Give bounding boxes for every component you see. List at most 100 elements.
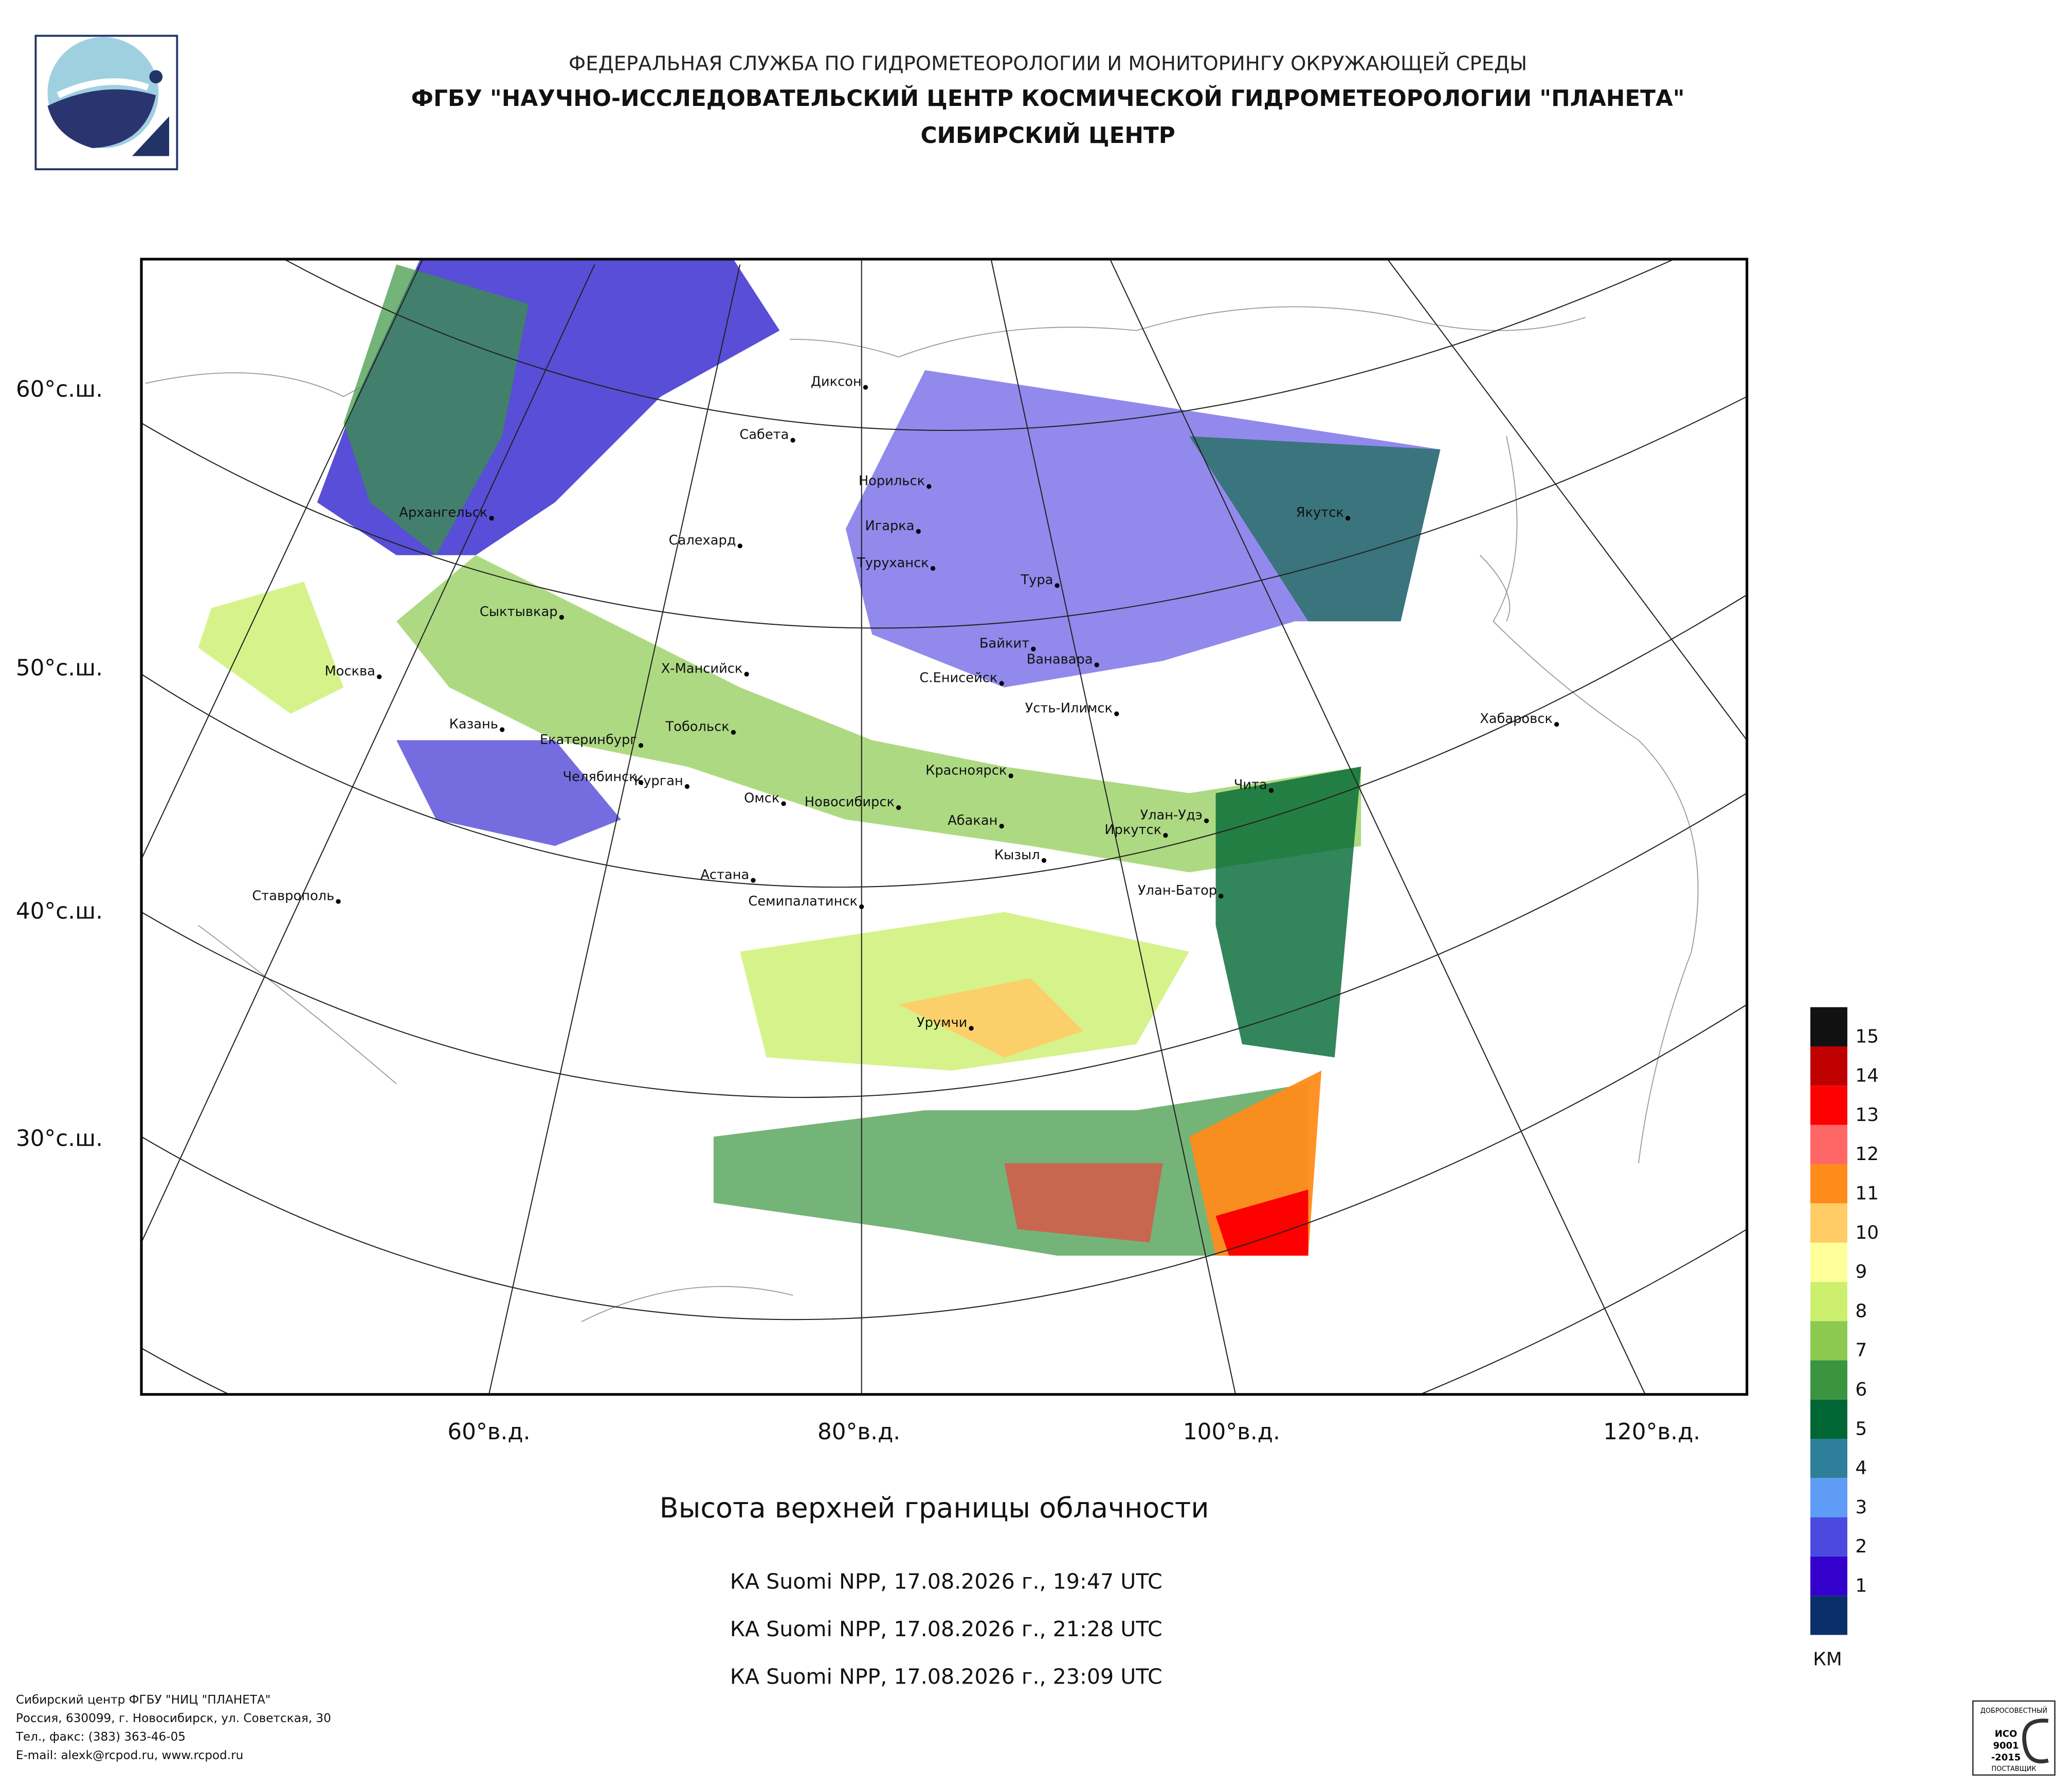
city-dot	[751, 878, 756, 883]
city-label: Красноярск	[925, 763, 1007, 778]
cert-text: ИСО	[1995, 1728, 2018, 1739]
map-frame	[140, 258, 1749, 1396]
lat-label: 60°с.ш.	[16, 376, 103, 402]
title: Высота верхней границы облачности	[660, 1492, 1209, 1524]
city-label: Иркутск	[1104, 822, 1161, 838]
city-dot	[1268, 788, 1274, 793]
legend-label: 12	[1855, 1144, 1879, 1165]
city-label: Сабета	[739, 427, 789, 443]
city-dot	[1041, 858, 1047, 863]
city-label: Улан-Батор	[1138, 883, 1217, 898]
legend-label: 7	[1855, 1340, 1867, 1361]
legend-label: 3	[1855, 1497, 1867, 1518]
legend-swatch	[1810, 1321, 1848, 1361]
lat-label: 50°с.ш.	[16, 655, 103, 681]
cert-text: ДОБРОСОВЕСТНЫЙ	[1980, 1707, 2047, 1715]
coastline	[145, 306, 1699, 1323]
city-dot	[781, 801, 786, 806]
cloud	[343, 264, 529, 555]
city-label: Якутск	[1296, 505, 1344, 520]
cloud	[1189, 436, 1441, 622]
city-dot	[1114, 711, 1119, 716]
legend-swatch	[1810, 1517, 1848, 1557]
legend-swatch	[1810, 1086, 1848, 1125]
city-label: Абакан	[948, 813, 997, 828]
legend-label: 1	[1855, 1575, 1867, 1596]
lon-label: 100°в.д.	[1183, 1419, 1280, 1445]
legend-label: 10	[1855, 1222, 1879, 1243]
lon-label: 120°в.д.	[1603, 1419, 1700, 1445]
cloud	[198, 582, 344, 714]
city-label: Усть-Илимск	[1025, 701, 1113, 716]
city-dot	[926, 484, 932, 489]
legend-unit: КМ	[1813, 1649, 1842, 1670]
city-dot	[744, 672, 749, 677]
city-label: Байкит	[979, 636, 1029, 652]
city-dot	[638, 743, 644, 748]
legend-label: 14	[1855, 1065, 1879, 1087]
city-label: Курган	[634, 773, 683, 789]
city-dot	[737, 544, 742, 549]
legend-label: 15	[1855, 1026, 1879, 1047]
city-label: С.Енисейск	[919, 670, 997, 685]
city-label: Чита	[1234, 777, 1267, 793]
footer-line: E-mail: alexk@rcpod.ru, www.rcpod.ru	[16, 1749, 243, 1762]
city-label: Астана	[700, 867, 749, 882]
legend-swatch	[1810, 1007, 1848, 1046]
legend-label: 6	[1855, 1379, 1867, 1400]
city-dot	[1219, 894, 1224, 899]
city-dot	[999, 823, 1004, 829]
cloud	[1004, 1163, 1163, 1243]
city-dot	[969, 1026, 974, 1031]
city-dot	[1554, 722, 1559, 727]
city-label: Диксон	[811, 374, 862, 390]
legend-swatch	[1810, 1242, 1848, 1282]
city-dot	[1163, 833, 1168, 838]
cloud	[1215, 766, 1361, 1058]
city-dot	[930, 566, 936, 571]
legend-label: 9	[1855, 1261, 1867, 1282]
cert-badge: ДОБРОСОВЕСТНЫЙ ИСО 9001 -2015 ПОСТАВЩИК	[1972, 1700, 2056, 1776]
city-label: Ставрополь	[252, 888, 334, 903]
map: Диксон Сабета Норильск Игарка Архангельск Сал…	[140, 258, 1749, 1396]
lon-label: 80°в.д.	[817, 1419, 900, 1445]
city-dot	[1008, 773, 1013, 779]
city-label: Тобольск	[665, 719, 730, 735]
city-label: Кызыл	[994, 847, 1040, 863]
city-label: Улан-Удэ	[1140, 808, 1202, 823]
city-dot	[638, 780, 644, 785]
lon-label: 60°в.д.	[447, 1419, 530, 1445]
header-line: СИБИРСКИЙ ЦЕНТР	[920, 121, 1175, 149]
cloud	[396, 740, 621, 846]
legend-swatch	[1810, 1596, 1848, 1635]
city-dot	[500, 727, 505, 732]
cloud	[898, 978, 1084, 1058]
legend-swatch	[1810, 1556, 1848, 1596]
city-label: Семипалатинск	[748, 894, 858, 909]
city-label: Урумчи	[917, 1015, 967, 1030]
legend-swatch	[1810, 1125, 1848, 1164]
legend-label: 4	[1855, 1458, 1867, 1479]
header-line: ФЕДЕРАЛЬНАЯ СЛУЖБА ПО ГИДРОМЕТЕОРОЛОГИИ …	[569, 51, 1527, 75]
legend-swatch	[1810, 1399, 1848, 1439]
cloud	[396, 555, 1361, 873]
city-dot	[863, 385, 868, 390]
city-label: Салехард	[669, 533, 736, 548]
city-dot	[916, 529, 921, 534]
footer-line: Тел., факс: (383) 363-46-05	[15, 1730, 186, 1744]
legend-label: 11	[1855, 1183, 1879, 1204]
cert-text: ПОСТАВЩИК	[1991, 1765, 2036, 1773]
legend-swatch	[1810, 1360, 1848, 1400]
legend-swatch	[1810, 1164, 1848, 1204]
legend-swatch	[1810, 1046, 1848, 1086]
lat-label: 30°с.ш.	[16, 1126, 103, 1152]
city-dot	[1094, 662, 1099, 667]
city-label: Челябинск	[563, 769, 637, 785]
city-label: Новосибирск	[805, 794, 895, 810]
footer-line: Россия, 630099, г. Новосибирск, ул. Сове…	[16, 1712, 331, 1725]
city-dot	[999, 681, 1004, 686]
legend-label: 13	[1855, 1105, 1879, 1126]
city-dot	[1055, 583, 1060, 588]
